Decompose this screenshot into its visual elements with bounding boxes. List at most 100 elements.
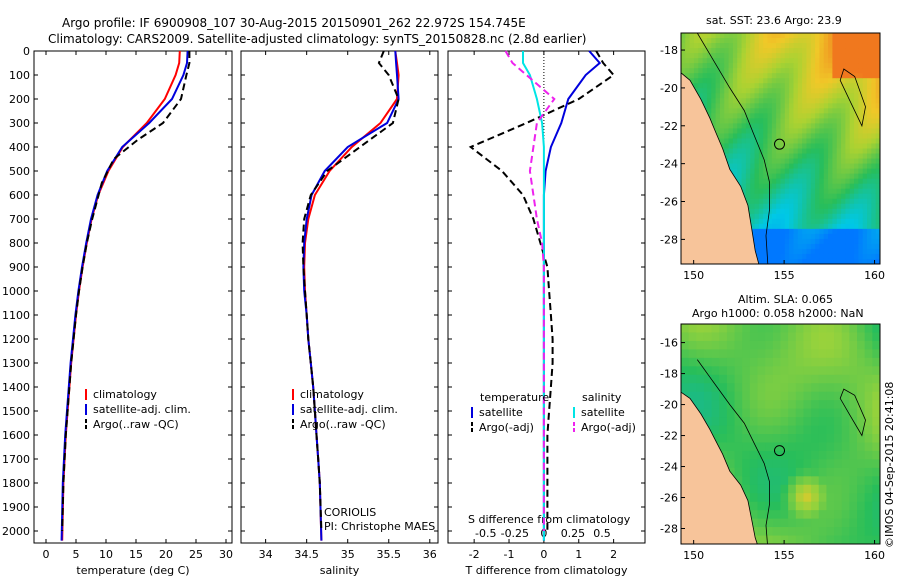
depth-tick-label: 1800	[2, 477, 30, 490]
sla_map-frame	[680, 323, 881, 545]
x2tick-label: 0.25	[561, 527, 586, 540]
sla-map: Altim. SLA: 0.065 Argo h1000: 0.058 h200…	[660, 293, 885, 562]
sst_map-frame	[680, 32, 881, 265]
legend-group-salinity: salinity	[582, 391, 622, 404]
sla_map-ytick-label: -24	[660, 461, 678, 474]
depth-tick-label: 1600	[2, 429, 30, 442]
sla_map-land	[681, 391, 758, 544]
x2tick-label: -0.5	[475, 527, 496, 540]
sst_map-profile-marker	[774, 138, 786, 150]
salinity-xtick-label: 35	[341, 548, 355, 561]
difference-series-satellite	[522, 51, 545, 541]
salinity-series-satelliteadjclim	[302, 50, 400, 541]
salinity-panel: 34 34.5 35 35.5 36 salinity climatology satelli…	[240, 50, 439, 577]
credit-pi: PI: Christophe MAES	[324, 520, 435, 533]
difference-xtick-label: -2	[469, 548, 480, 561]
depth-tick-label: 100	[9, 69, 30, 82]
sla_map-contour	[696, 359, 770, 544]
depth-tick-label: 200	[9, 93, 30, 106]
sst_map-ytick-label: -28	[660, 233, 678, 246]
difference-legend-label: satellite	[581, 406, 625, 419]
salinity-legend-label: satellite-adj. clim.	[300, 403, 398, 416]
temperature-series-argorawqc	[61, 51, 191, 532]
temperature-xtick-label: 0	[43, 548, 50, 561]
temperature-frame	[33, 50, 233, 544]
temperature-xtick-label: 15	[129, 548, 143, 561]
depth-tick-label: 1900	[2, 501, 30, 514]
sla_map-ytick-label: -20	[660, 399, 678, 412]
temperature-xtick-label: 20	[159, 548, 173, 561]
sst_map-ytick-label: -22	[660, 120, 678, 133]
sla_map-profile-marker	[774, 445, 786, 457]
depth-tick-label: 1400	[2, 381, 30, 394]
sst-map-title: sat. SST: 23.6 Argo: 23.9	[706, 14, 842, 27]
difference-frame	[447, 50, 646, 544]
sla_map-reef-contour	[839, 388, 866, 437]
depth-tick-label: 1500	[2, 405, 30, 418]
difference-legend-label: Argo(-adj)	[479, 421, 534, 434]
temperature-xtick-label: 30	[219, 548, 233, 561]
sla_map-xtick-label: 150	[683, 549, 704, 562]
difference-series-argoadj	[504, 50, 556, 531]
difference-xtick-label: 1	[575, 548, 582, 561]
salinity-series-argorawqc	[301, 50, 400, 532]
sst_map-xtick-label: 160	[864, 269, 885, 282]
depth-tick-label: 1200	[2, 333, 30, 346]
temperature-xtick-label: 25	[189, 548, 203, 561]
salinity-frame	[240, 50, 439, 544]
difference-xtick-label: 0	[540, 548, 547, 561]
temperature-legend-label: climatology	[93, 388, 157, 401]
salinity-xtick-label: 34.5	[294, 548, 319, 561]
salinity-xtick-label: 34	[259, 548, 273, 561]
depth-tick-label: 1700	[2, 453, 30, 466]
salinity-xtick-label: 36	[423, 548, 437, 561]
difference-xlabel: T difference from climatology	[465, 564, 628, 577]
depth-tick-label: 400	[9, 141, 30, 154]
depth-tick-label: 600	[9, 189, 30, 202]
sla_map-ytick-label: -28	[660, 523, 678, 536]
temperature-xtick-label: 5	[73, 548, 80, 561]
difference-series-argoadj	[468, 50, 616, 531]
depth-tick-label: 2000	[2, 525, 30, 538]
depth-tick-label: 300	[9, 117, 30, 130]
sla_map-ytick-label: -16	[660, 337, 678, 350]
sst_map-xtick-label: 150	[683, 269, 704, 282]
depth-tick-label: 1300	[2, 357, 30, 370]
salinity-legend-label: climatology	[300, 388, 364, 401]
difference-legend-label: Argo(-adj)	[581, 421, 636, 434]
legend-group-temperature: temperature	[480, 391, 549, 404]
salinity-xtick-label: 35.5	[377, 548, 402, 561]
sst_map-ytick-label: -24	[660, 158, 678, 171]
depth-tick-label: 1000	[2, 285, 30, 298]
temperature-legend-label: satellite-adj. clim.	[93, 403, 191, 416]
sst_map-field	[681, 33, 880, 264]
sst_map-land	[681, 72, 760, 264]
depth-tick-label: 1100	[2, 309, 30, 322]
depth-tick-label: 900	[9, 261, 30, 274]
x2tick-label: 0.5	[593, 527, 611, 540]
credit-center: CORIOLIS	[324, 506, 376, 519]
sla-map-title-2: Argo h1000: 0.058 h2000: NaN	[692, 307, 864, 320]
difference-legend-label: satellite	[479, 406, 523, 419]
salinity-xlabel: salinity	[320, 564, 360, 577]
salinity-legend-label: Argo(..raw -QC)	[300, 418, 386, 431]
x2tick-label: -0.25	[501, 527, 529, 540]
depth-tick-label: 0	[23, 45, 30, 58]
sla-map-title-1: Altim. SLA: 0.065	[738, 293, 833, 306]
difference-series-satellite	[542, 50, 602, 541]
temperature-xlabel: temperature (deg C)	[76, 564, 189, 577]
sst_map-ytick-label: -20	[660, 82, 678, 95]
sst-map: sat. SST: 23.6 Argo: 23.9 150 155 160 -18 -2…	[660, 14, 885, 282]
sst_map-reef-contour	[839, 68, 866, 128]
sla_map-ytick-label: -26	[660, 492, 678, 505]
depth-tick-label: 500	[9, 165, 30, 178]
temperature-series-satelliteadjclim	[60, 50, 189, 541]
sla_map-field	[681, 324, 880, 544]
sst_map-xtick-label: 155	[774, 269, 795, 282]
sla_map-ytick-label: -18	[660, 368, 678, 381]
sst_map-contour	[696, 33, 770, 264]
sla_map-ytick-label: -22	[660, 430, 678, 443]
temperature-panel: 0100200300400500600700800900100011001200…	[2, 45, 233, 577]
temperature-xtick-label: 10	[99, 548, 113, 561]
